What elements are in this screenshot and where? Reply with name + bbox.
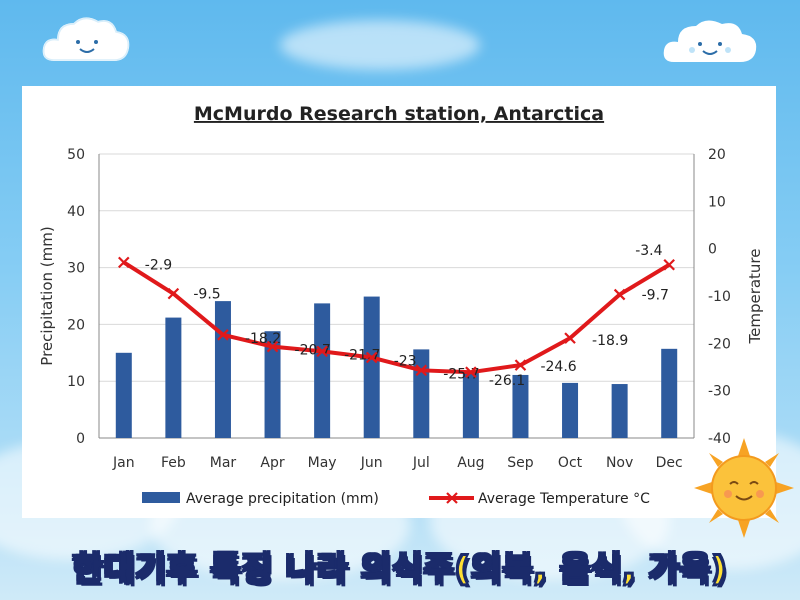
x-tick-label: Jun [360, 455, 383, 471]
banner-title: 한대기후 특징 나라 의식주(의복, 음식, 가옥) [72, 548, 728, 589]
smiling-cloud-icon [663, 20, 757, 63]
x-tick-label: Dec [656, 455, 683, 471]
temperature-marker [217, 329, 229, 341]
banner: 한대기후 특징 나라 의식주(의복, 음식, 가옥) [0, 540, 800, 592]
y-left-tick-label: 0 [76, 431, 85, 447]
legend-swatch-precipitation [142, 492, 180, 503]
y-left-tick-label: 20 [67, 317, 85, 333]
temperature-marker [365, 351, 378, 364]
temperature-marker [663, 258, 675, 271]
chart-title: McMurdo Research station, Antarctica [194, 103, 604, 125]
combo-chart: McMurdo Research station, Antarctica 0 10… [38, 103, 764, 507]
precipitation-bar [363, 296, 380, 438]
temperature-data-label: -24.6 [540, 359, 576, 375]
temperature-data-label: -9.7 [642, 288, 669, 304]
precipitation-bar [611, 384, 628, 438]
temperature-marker [613, 288, 626, 301]
legend-swatch-temperature-marker [446, 492, 458, 504]
precipitation-bar [512, 374, 529, 438]
x-tick-label: May [308, 455, 337, 471]
y-right-tick-label: -40 [708, 431, 731, 447]
y-left-tick-label: 50 [67, 147, 85, 163]
temperature-data-label: -18.2 [245, 331, 281, 347]
temperature-data-label: -2.9 [145, 257, 172, 273]
temperature-data-label: -23 [394, 354, 417, 370]
precipitation-bar [462, 370, 479, 438]
temperature-data-label: -9.5 [193, 287, 220, 303]
temperature-data-label: -18.9 [592, 333, 628, 349]
legend-label-temperature: Average Temperature °C [478, 491, 650, 507]
y-right-tick-label: -20 [708, 336, 731, 352]
x-tick-label: Nov [606, 455, 633, 471]
y-right-tick-label: -10 [708, 289, 731, 305]
temperature-marker [118, 256, 130, 269]
x-tick-label: Sep [507, 455, 534, 471]
x-tick-label: Aug [457, 455, 484, 471]
x-tick-label: Jan [112, 455, 135, 471]
precipitation-bar [661, 348, 678, 438]
temperature-marker [167, 287, 180, 300]
temperature-marker [465, 366, 477, 378]
temperature-marker [316, 345, 328, 358]
temperature-marker [266, 340, 279, 353]
x-tick-label: Feb [161, 455, 186, 471]
x-tick-label: Mar [210, 455, 237, 471]
temperature-line [122, 260, 671, 375]
precipitation-bar [314, 303, 331, 438]
x-tick-label: Jul [412, 455, 430, 471]
precipitation-bar [165, 317, 182, 438]
precipitation-bar [562, 382, 579, 438]
precipitation-bar [115, 352, 132, 438]
temperature-marker [564, 332, 576, 344]
y-left-tick-label: 40 [67, 204, 85, 220]
y-right-tick-label: -30 [708, 384, 731, 400]
y-right-tick-label: 10 [708, 194, 726, 210]
y-right-tick-label: 20 [708, 147, 726, 163]
smiling-sun-icon [694, 438, 794, 538]
precipitation-bar [264, 331, 281, 438]
y-left-axis-title: Precipitation (mm) [38, 226, 56, 365]
y-left-tick-label: 30 [67, 261, 85, 277]
y-right-tick-label: 0 [708, 242, 717, 258]
smiling-cloud-icon [42, 17, 130, 61]
temperature-data-label: -3.4 [635, 243, 662, 259]
temperature-marker [415, 364, 428, 377]
x-tick-label: Apr [260, 455, 284, 471]
temperature-data-label: -20.7 [295, 343, 331, 359]
x-tick-label: Oct [558, 455, 583, 471]
legend-label-precipitation: Average precipitation (mm) [186, 491, 379, 507]
temperature-marker [514, 359, 527, 371]
precipitation-bar [214, 301, 231, 438]
temperature-data-label: -26.1 [489, 373, 525, 389]
y-left-tick-label: 10 [67, 374, 85, 390]
chart-panel: McMurdo Research station, Antarctica 0 10… [22, 86, 776, 518]
background-cloud [280, 20, 480, 70]
y-right-axis-title: Temperature [746, 248, 764, 344]
